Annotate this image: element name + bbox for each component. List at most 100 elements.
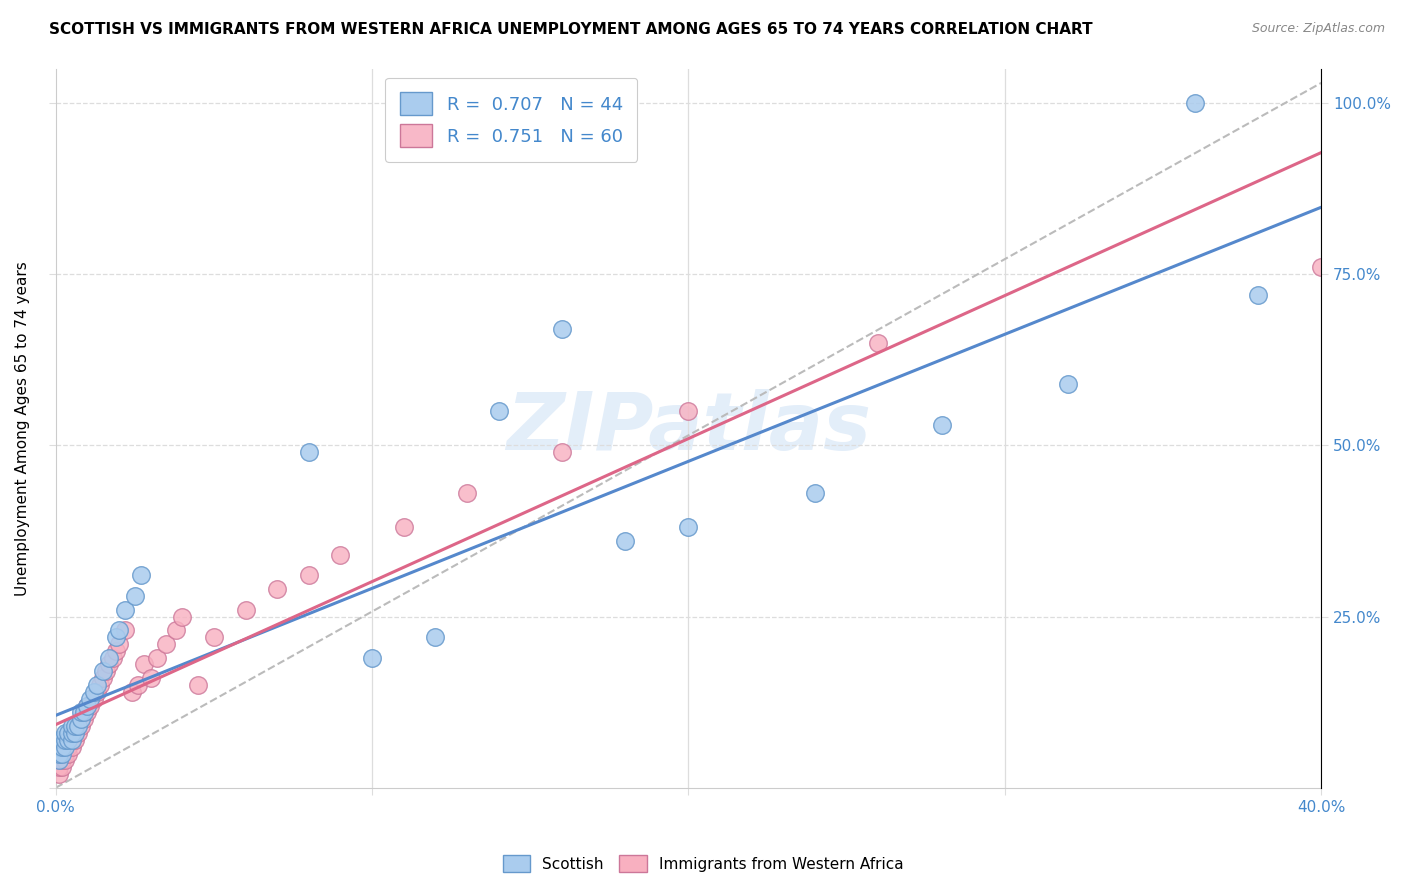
Point <box>73 712 96 726</box>
Point <box>172 609 194 624</box>
Point <box>868 335 890 350</box>
Point <box>48 753 70 767</box>
Point <box>48 747 70 761</box>
Point <box>58 732 80 747</box>
Point <box>91 671 114 685</box>
Point <box>76 698 98 713</box>
Point <box>804 486 827 500</box>
Point <box>1057 376 1080 391</box>
Point <box>60 719 83 733</box>
Point <box>114 602 136 616</box>
Point <box>121 685 143 699</box>
Point <box>456 486 478 500</box>
Point <box>70 712 93 726</box>
Point <box>124 589 146 603</box>
Point <box>51 760 73 774</box>
Point <box>58 732 80 747</box>
Point <box>48 739 70 754</box>
Point <box>202 630 225 644</box>
Point <box>298 445 321 459</box>
Point <box>108 624 131 638</box>
Point <box>51 747 73 761</box>
Point <box>551 322 574 336</box>
Point <box>187 678 209 692</box>
Point <box>66 719 89 733</box>
Point <box>79 698 101 713</box>
Point <box>73 706 96 720</box>
Point <box>1247 287 1270 301</box>
Point <box>678 404 700 418</box>
Point <box>63 732 86 747</box>
Point <box>73 706 96 720</box>
Point <box>678 520 700 534</box>
Point <box>63 726 86 740</box>
Point <box>127 678 149 692</box>
Point <box>48 753 70 767</box>
Point <box>58 739 80 754</box>
Point <box>58 747 80 761</box>
Point <box>86 685 108 699</box>
Point <box>76 706 98 720</box>
Point <box>266 582 288 596</box>
Point <box>1310 260 1333 275</box>
Y-axis label: Unemployment Among Ages 65 to 74 years: Unemployment Among Ages 65 to 74 years <box>15 260 30 596</box>
Point <box>53 739 76 754</box>
Point <box>83 691 105 706</box>
Point <box>98 657 121 672</box>
Point <box>551 445 574 459</box>
Point <box>66 719 89 733</box>
Point <box>51 747 73 761</box>
Point <box>76 698 98 713</box>
Point <box>53 726 76 740</box>
Point <box>104 630 127 644</box>
Point <box>91 665 114 679</box>
Text: ZIPatlas: ZIPatlas <box>506 389 870 467</box>
Point <box>86 678 108 692</box>
Point <box>48 732 70 747</box>
Point <box>79 691 101 706</box>
Point <box>48 739 70 754</box>
Point <box>98 650 121 665</box>
Point <box>108 637 131 651</box>
Point <box>48 747 70 761</box>
Point <box>58 726 80 740</box>
Point <box>70 712 93 726</box>
Point <box>70 719 93 733</box>
Point <box>235 602 257 616</box>
Point <box>60 732 83 747</box>
Point <box>361 650 384 665</box>
Point <box>1184 95 1206 110</box>
Text: Source: ZipAtlas.com: Source: ZipAtlas.com <box>1251 22 1385 36</box>
Point <box>63 726 86 740</box>
Point <box>53 739 76 754</box>
Point <box>298 568 321 582</box>
Point <box>60 739 83 754</box>
Point <box>392 520 415 534</box>
Point <box>134 657 156 672</box>
Point <box>488 404 510 418</box>
Point <box>53 753 76 767</box>
Point <box>96 665 118 679</box>
Point <box>155 637 177 651</box>
Point <box>51 739 73 754</box>
Point <box>83 685 105 699</box>
Point <box>614 534 637 549</box>
Point <box>66 726 89 740</box>
Point <box>114 624 136 638</box>
Point <box>53 732 76 747</box>
Legend: R =  0.707   N = 44, R =  0.751   N = 60: R = 0.707 N = 44, R = 0.751 N = 60 <box>385 78 637 161</box>
Point <box>139 671 162 685</box>
Point <box>60 726 83 740</box>
Point <box>53 747 76 761</box>
Point <box>60 726 83 740</box>
Point <box>89 678 111 692</box>
Text: SCOTTISH VS IMMIGRANTS FROM WESTERN AFRICA UNEMPLOYMENT AMONG AGES 65 TO 74 YEAR: SCOTTISH VS IMMIGRANTS FROM WESTERN AFRI… <box>49 22 1092 37</box>
Point <box>101 650 124 665</box>
Point <box>60 732 83 747</box>
Point <box>931 417 953 432</box>
Point <box>53 732 76 747</box>
Point <box>48 767 70 781</box>
Point <box>63 719 86 733</box>
Point <box>104 644 127 658</box>
Point <box>146 650 169 665</box>
